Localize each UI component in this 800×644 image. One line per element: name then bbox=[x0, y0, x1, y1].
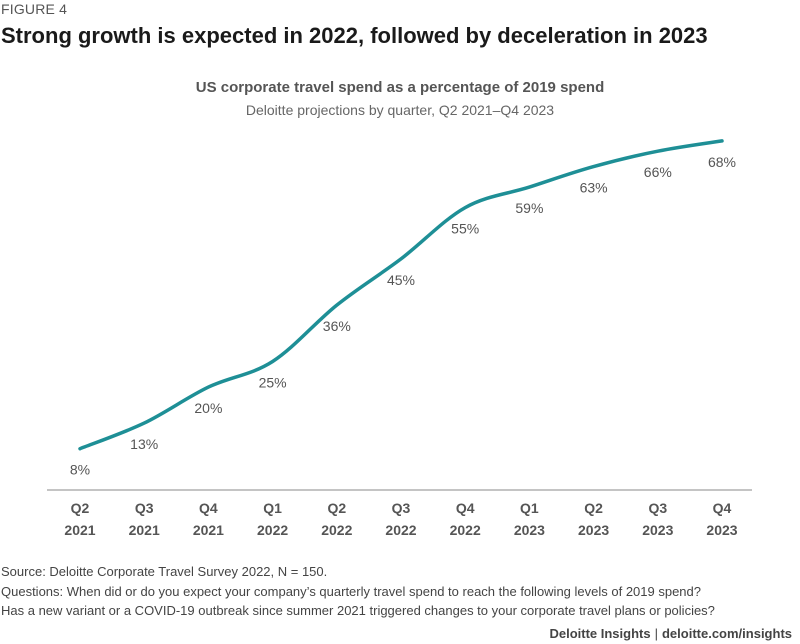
x-tick-label-quarter: Q4 bbox=[456, 500, 475, 516]
data-label: 20% bbox=[194, 400, 222, 416]
x-tick-label-quarter: Q2 bbox=[584, 500, 603, 516]
x-tick-label-year: 2022 bbox=[257, 522, 288, 538]
data-label: 25% bbox=[259, 374, 287, 390]
x-tick-labels: Q2 2021 Q3 2021 Q4 2021 Q1 2022 Q2 2022 Q3 2022 Q4 20… bbox=[64, 500, 737, 538]
x-tick-label-year: 2021 bbox=[64, 522, 95, 538]
x-tick-label-quarter: Q4 bbox=[713, 500, 732, 516]
figure-label: FIGURE 4 bbox=[1, 1, 68, 17]
x-tick-label-year: 2023 bbox=[706, 522, 737, 538]
x-tick-label-year: 2023 bbox=[642, 522, 673, 538]
source-note: Source: Deloitte Corporate Travel Survey… bbox=[1, 564, 328, 579]
x-tick-label-quarter: Q3 bbox=[135, 500, 154, 516]
x-tick-label-quarter: Q3 bbox=[392, 500, 411, 516]
x-tick-label-quarter: Q1 bbox=[520, 500, 539, 516]
data-label: 55% bbox=[451, 221, 479, 237]
data-label: 68% bbox=[708, 154, 736, 170]
x-tick-label-quarter: Q1 bbox=[263, 500, 282, 516]
x-tick-label-quarter: Q2 bbox=[71, 500, 90, 516]
brand-url[interactable]: deloitte.com/insights bbox=[661, 626, 792, 641]
line-chart: 8%13%20%25%36%45%55%59%63%66%68% Q22021Q… bbox=[47, 139, 752, 538]
x-tick-label-year: 2022 bbox=[321, 522, 352, 538]
question-note-2: Has a new variant or a COVID-19 outbreak… bbox=[1, 603, 715, 618]
x-tick-label-year: 2021 bbox=[193, 522, 224, 538]
data-label: 8% bbox=[70, 462, 90, 478]
data-labels: 8% 13% 20% 25% 36% 45% 55% 59% 63% 66% 68% bbox=[70, 154, 736, 478]
data-label: 59% bbox=[515, 200, 543, 216]
x-tick-label-year: 2023 bbox=[578, 522, 609, 538]
data-label: 63% bbox=[580, 180, 608, 196]
series-line bbox=[78, 139, 724, 451]
data-label: 13% bbox=[130, 436, 158, 452]
x-tick-label-year: 2021 bbox=[129, 522, 160, 538]
chart-subtitle: Deloitte projections by quarter, Q2 2021… bbox=[245, 102, 555, 118]
x-tick-label-quarter: Q4 bbox=[199, 500, 218, 516]
brand-separator: | bbox=[654, 626, 658, 641]
x-tick-label-quarter: Q2 bbox=[327, 500, 346, 516]
data-label: 66% bbox=[644, 164, 672, 180]
x-tick-label-quarter: Q3 bbox=[648, 500, 667, 516]
headline: Strong growth is expected in 2022, follo… bbox=[1, 23, 708, 48]
x-tick-label-year: 2023 bbox=[514, 522, 545, 538]
brand-name: Deloitte Insights bbox=[549, 626, 651, 641]
brand-footer: Deloitte Insights | deloitte.com/insights bbox=[549, 626, 792, 641]
x-tick-label-year: 2022 bbox=[385, 522, 416, 538]
data-label: 45% bbox=[387, 272, 415, 288]
chart-title: US corporate travel spend as a percentag… bbox=[195, 79, 605, 96]
question-note-1: Questions: When did or do you expect you… bbox=[1, 584, 702, 599]
x-tick-label-year: 2022 bbox=[450, 522, 481, 538]
data-label: 36% bbox=[323, 318, 351, 334]
